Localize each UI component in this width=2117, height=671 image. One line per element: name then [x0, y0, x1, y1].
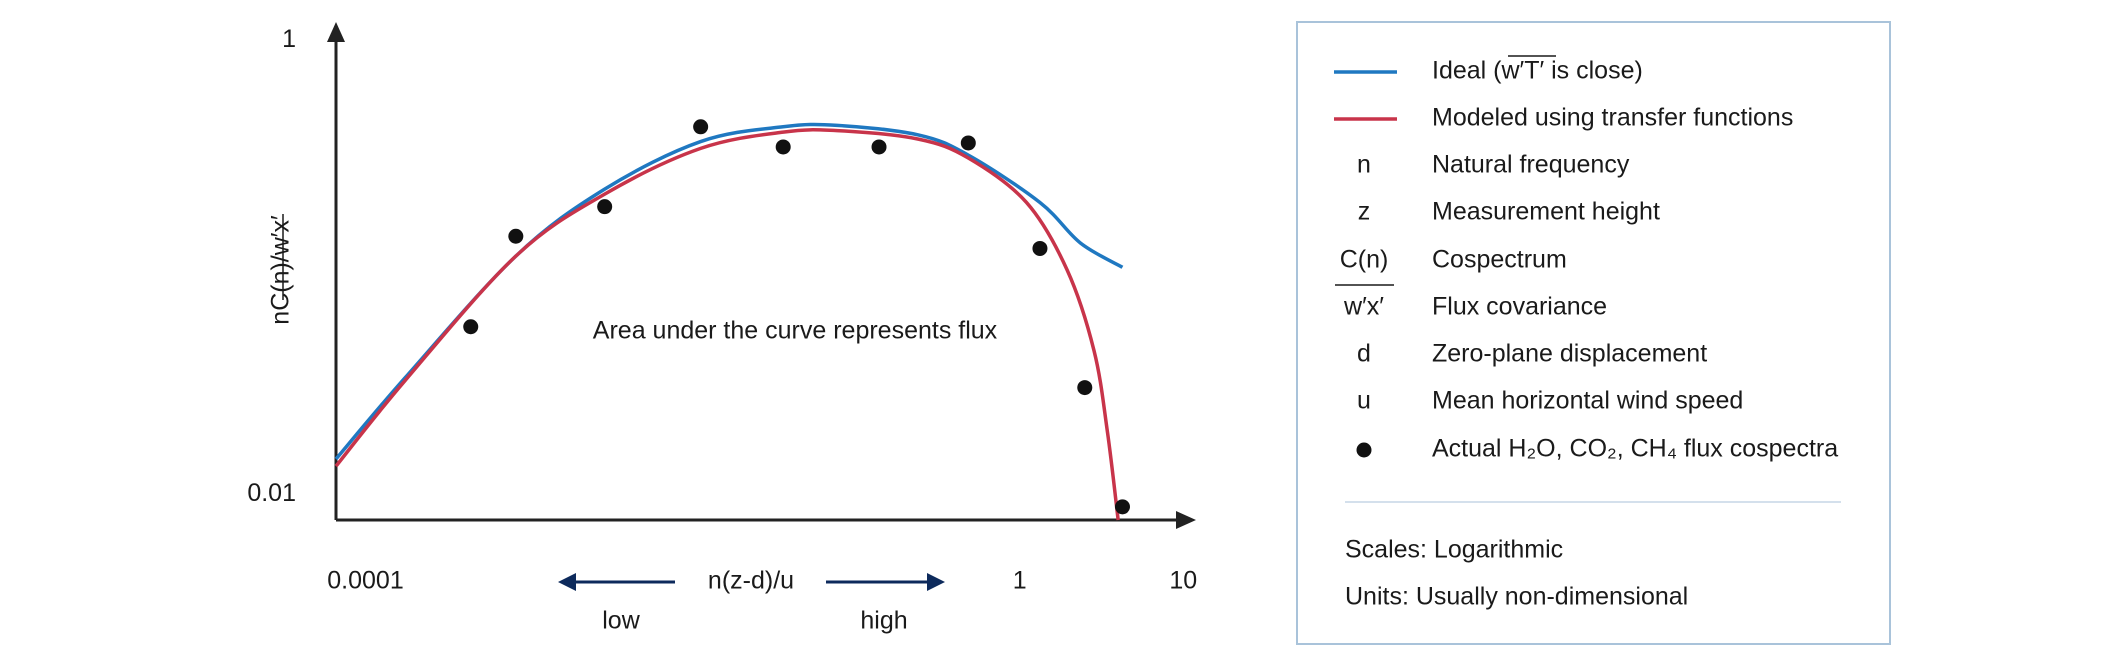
x-axis-arrow	[1176, 511, 1196, 529]
y-axis-arrow	[327, 22, 345, 42]
low-label: low	[602, 607, 640, 635]
glossary-text: Flux covariance	[1432, 293, 1607, 321]
glossary-text: Natural frequency	[1432, 151, 1630, 179]
legend-box	[1296, 21, 1891, 645]
x-tick-label: 1	[1013, 567, 1027, 595]
note: Units: Usually non-dimensional	[1345, 583, 1688, 611]
low-arrowhead	[558, 573, 576, 591]
glossary-text: Cospectrum	[1432, 246, 1567, 274]
legend-label: Modeled using transfer functions	[1432, 104, 1793, 132]
series-line	[334, 128, 1120, 521]
series-line	[334, 122, 1124, 461]
data-point	[871, 139, 887, 155]
glossary-symbol: z	[1358, 198, 1371, 226]
x-tick-label: 0.0001	[327, 567, 403, 595]
legend-marker	[1356, 442, 1372, 458]
x-axis-label: n(z-d)/u	[708, 567, 794, 595]
glossary-text: Mean horizontal wind speed	[1432, 387, 1743, 415]
data-point	[1077, 380, 1093, 396]
y-axis-label: nC(n)/w′x′	[267, 215, 295, 325]
data-point	[693, 119, 709, 135]
data-point	[960, 135, 976, 151]
glossary-symbol: C(n)	[1340, 246, 1389, 274]
glossary-symbol: n	[1357, 151, 1371, 179]
legend-label: Actual H₂O, CO₂, CH₄ flux cospectra	[1432, 435, 1838, 463]
high-label: high	[860, 607, 907, 635]
y-tick-label: 1	[282, 25, 296, 53]
data-point	[775, 139, 791, 155]
legend-label: Ideal (w′T′ is close)	[1432, 57, 1643, 85]
data-point	[508, 228, 524, 244]
data-point	[463, 319, 479, 335]
note: Scales: Logarithmic	[1345, 536, 1563, 564]
glossary-symbol: w′x′	[1343, 293, 1384, 321]
data-point	[1114, 499, 1130, 515]
x-tick-label: 10	[1169, 567, 1197, 595]
high-arrowhead	[927, 573, 945, 591]
glossary-text: Measurement height	[1432, 198, 1660, 226]
data-point	[597, 199, 613, 215]
data-point	[1032, 240, 1048, 256]
annotation: Area under the curve represents flux	[593, 317, 998, 345]
y-tick-label: 0.01	[247, 479, 296, 507]
glossary-symbol: u	[1357, 387, 1371, 415]
glossary-symbol: d	[1357, 340, 1371, 368]
glossary-text: Zero-plane displacement	[1432, 340, 1707, 368]
